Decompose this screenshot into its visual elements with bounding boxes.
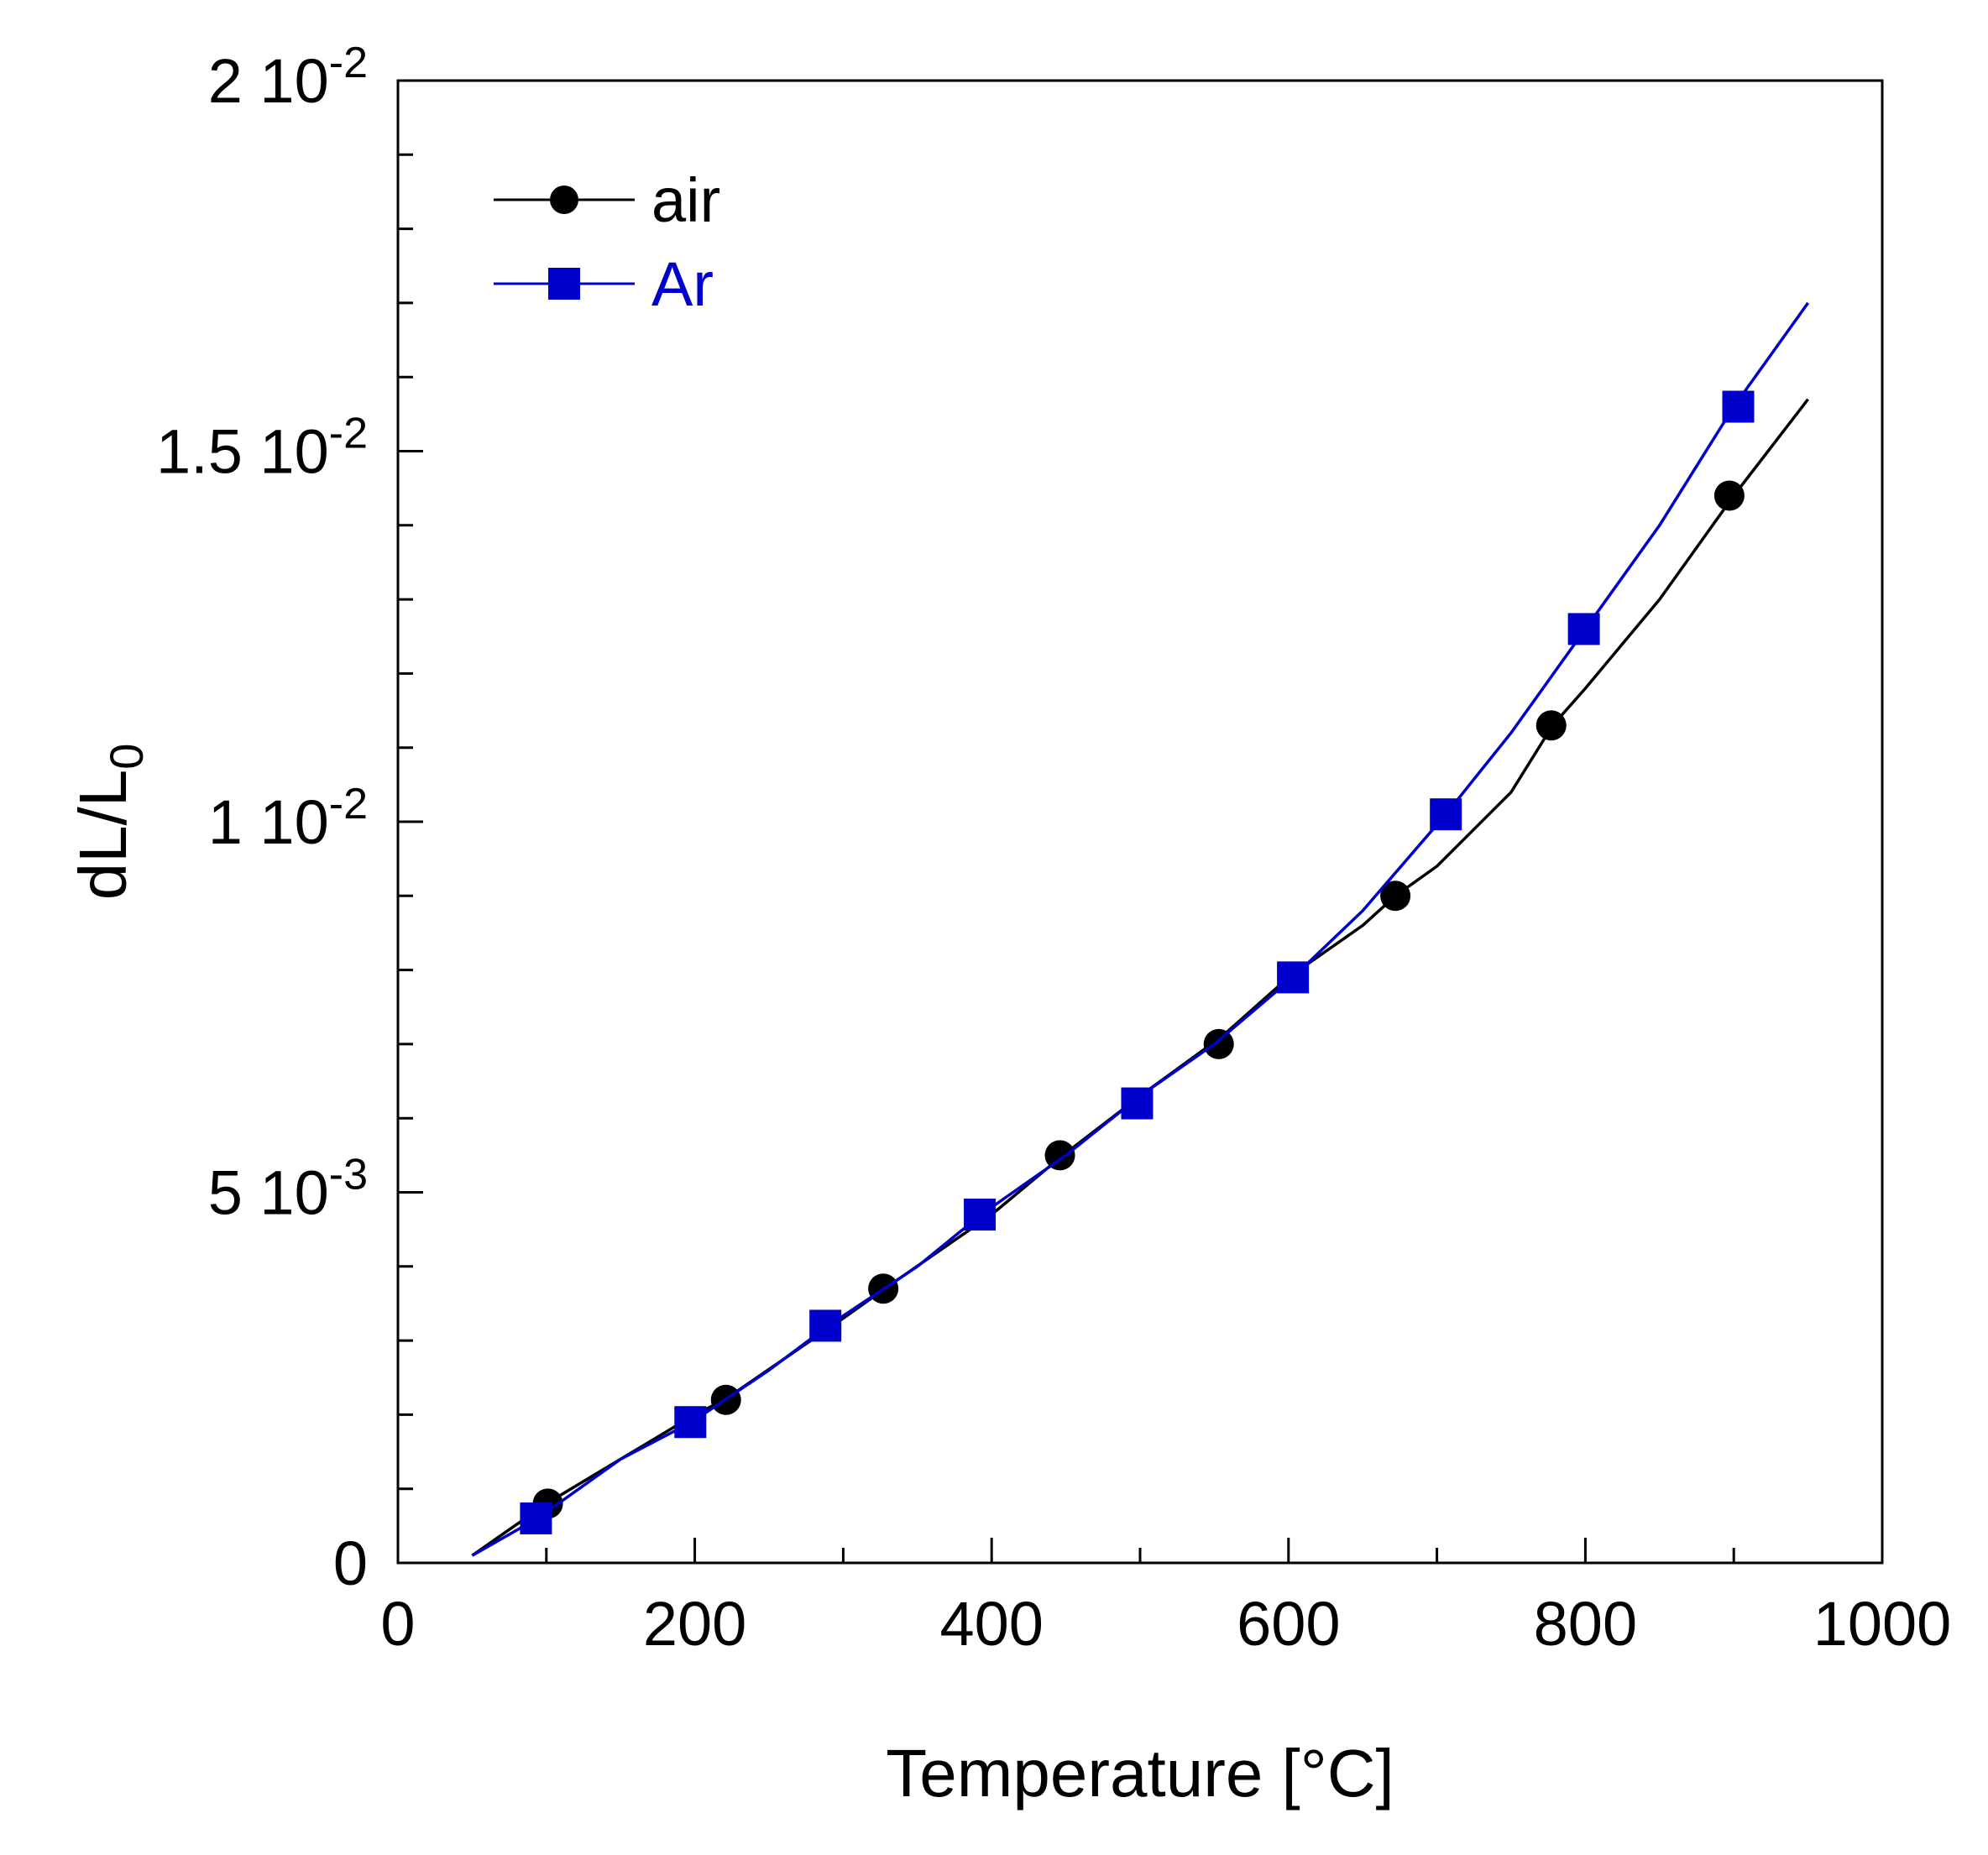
y-tick-exponent: -2 [329, 410, 368, 458]
x-tick-label: 1000 [1813, 1589, 1952, 1659]
series-layer [471, 301, 1810, 1557]
legend-item-air: air [494, 165, 720, 235]
series-ar [471, 301, 1810, 1557]
y-tick-label: 5 10-3 [208, 1151, 368, 1228]
y-tick-label: 1.5 10-2 [156, 410, 368, 487]
x-axis-ticks: 0 200 400 600 800 1000 [380, 1538, 1951, 1659]
data-point-ar [809, 1309, 842, 1342]
data-point-ar [1277, 961, 1310, 994]
x-axis-title: Temperature [°C] [886, 1736, 1394, 1811]
y-tick-label: 2 10-2 [208, 39, 368, 116]
data-point-air [1380, 880, 1411, 912]
y-tick-mantissa: 1 10 [208, 787, 329, 857]
y-axis-ticks: 05 10-31 10-21.5 10-22 10-2 [156, 39, 423, 1598]
data-point-ar [1430, 798, 1462, 831]
legend-label-air: air [651, 165, 720, 235]
y-tick-mantissa: 5 10 [208, 1158, 329, 1228]
y-axis-title-subscript: 0 [100, 744, 153, 770]
x-tick-label: 600 [1237, 1589, 1340, 1659]
y-tick-mantissa: 1.5 10 [156, 417, 329, 487]
data-point-ar [1121, 1087, 1154, 1120]
data-point-ar [964, 1198, 997, 1231]
y-tick-mantissa: 2 10 [208, 46, 329, 116]
y-tick-mantissa: 0 [333, 1528, 368, 1598]
data-point-air [1044, 1140, 1075, 1171]
y-tick-exponent: -2 [329, 39, 368, 87]
x-tick-label: 200 [643, 1589, 746, 1659]
y-tick-label: 0 [333, 1528, 368, 1598]
y-axis-title-main: dL/L [65, 770, 140, 901]
legend: air Ar [494, 165, 720, 319]
legend-item-ar: Ar [494, 249, 714, 319]
series-air [471, 398, 1809, 1557]
y-tick-exponent: -3 [329, 1151, 368, 1199]
legend-label-ar: Ar [651, 249, 714, 319]
data-point-air [1203, 1028, 1234, 1059]
data-point-ar [1722, 390, 1755, 423]
y-tick-exponent: -2 [329, 780, 368, 828]
data-point-ar [1567, 613, 1600, 645]
data-point-air [1713, 480, 1745, 511]
data-point-ar [520, 1502, 552, 1535]
y-tick-label: 1 10-2 [208, 780, 368, 857]
x-tick-label: 0 [380, 1589, 415, 1659]
x-tick-label: 400 [939, 1589, 1043, 1659]
data-point-air [1535, 710, 1567, 741]
plot-frame [396, 79, 1884, 1565]
legend-marker-ar [548, 268, 580, 300]
legend-marker-air [550, 186, 578, 214]
series-line-air [471, 398, 1809, 1557]
series-line-ar [471, 301, 1810, 1557]
data-point-ar [674, 1406, 707, 1439]
y-axis-title: dL/L0 [65, 744, 153, 901]
x-tick-label: 800 [1534, 1589, 1637, 1659]
